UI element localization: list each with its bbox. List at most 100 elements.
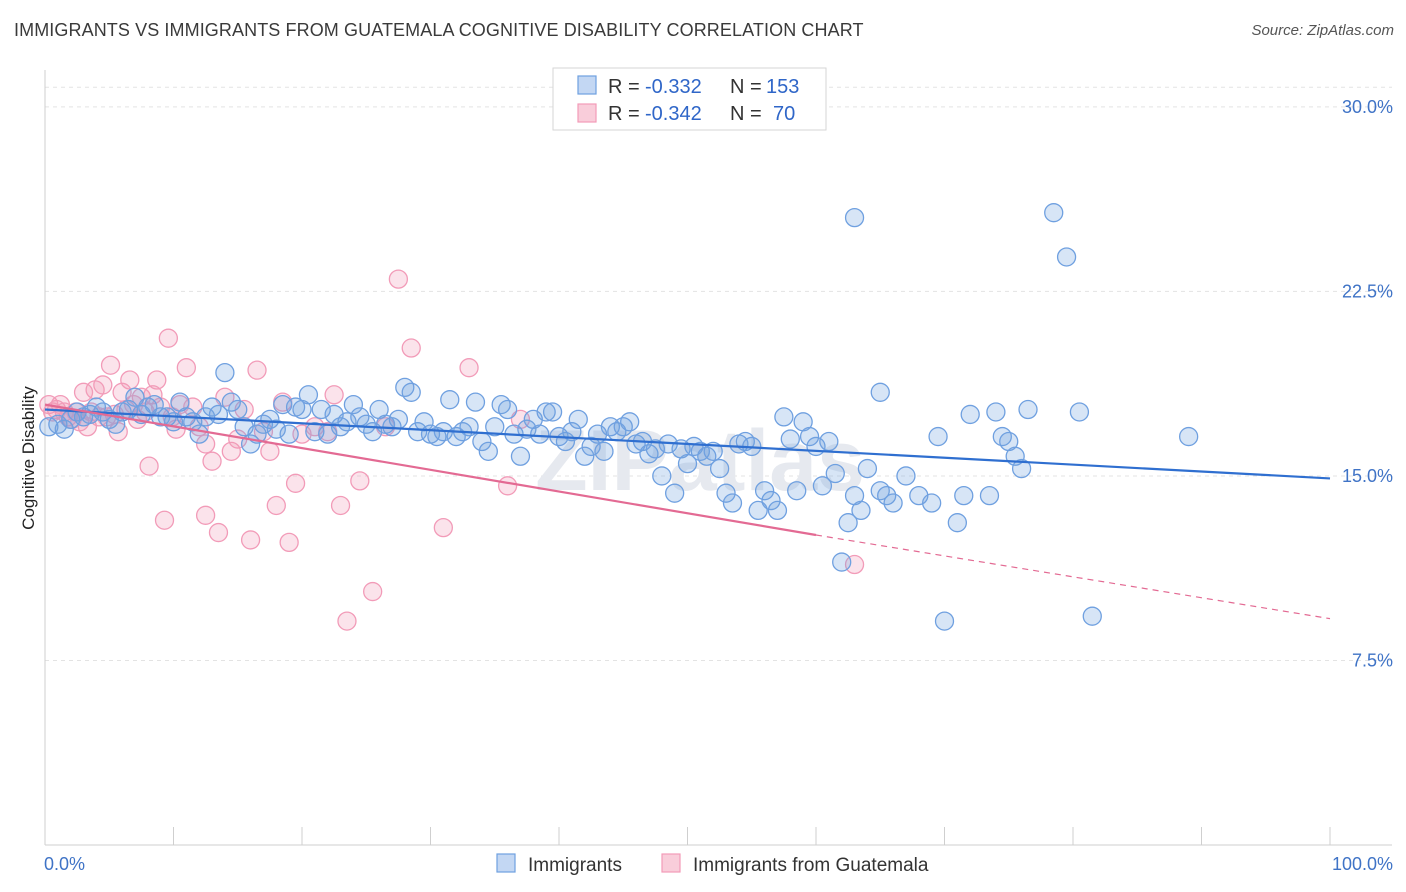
point-s0-110 xyxy=(748,500,768,521)
point-s1-66 xyxy=(497,476,518,496)
point-s1-16 xyxy=(100,355,121,375)
point-s0-118 xyxy=(799,426,820,447)
trend-layer xyxy=(44,403,1331,620)
legend-r-value-1: -0.332 xyxy=(645,76,702,98)
point-s0-131 xyxy=(896,466,916,486)
point-s0-133 xyxy=(922,493,942,513)
legend-bottom-label-guatemala: Immigrants from Guatemala xyxy=(693,855,929,876)
point-s0-95 xyxy=(652,466,672,486)
point-s0-152 xyxy=(1179,426,1199,447)
point-s0-136 xyxy=(947,513,967,533)
point-s0-126 xyxy=(851,500,871,521)
point-s0-146 xyxy=(1044,203,1064,223)
point-s0-113 xyxy=(767,500,788,521)
y-tick-label-0: 7.5% xyxy=(1352,650,1393,670)
y-tick-label-1: 15.0% xyxy=(1342,466,1393,486)
point-s0-145 xyxy=(1018,399,1038,420)
point-s0-82 xyxy=(568,409,588,430)
point-s1-60 xyxy=(363,581,383,602)
y-tick-label-2: 22.5% xyxy=(1342,281,1393,301)
point-s0-148 xyxy=(1069,402,1090,422)
point-s0-130 xyxy=(883,493,903,513)
point-s1-68 xyxy=(195,505,216,525)
grid-lines xyxy=(45,86,1392,661)
chart-source: Source: ZipAtlas.com xyxy=(1251,22,1394,39)
trend-line-1 xyxy=(44,403,817,537)
point-s0-69 xyxy=(485,417,505,437)
legend-n-label-2: N = xyxy=(730,103,762,125)
legend-r-value-2: -0.342 xyxy=(645,103,702,125)
point-s0-47 xyxy=(343,394,364,415)
point-s0-40 xyxy=(298,385,319,405)
point-s0-25 xyxy=(202,397,222,417)
x-tick-label-0: 0.0% xyxy=(44,854,85,874)
point-s0-62 xyxy=(440,390,460,410)
point-s1-45 xyxy=(240,530,261,550)
point-s0-81 xyxy=(562,422,582,442)
point-s0-90 xyxy=(620,412,640,432)
point-s1-52 xyxy=(285,473,306,493)
point-s1-28 xyxy=(147,370,167,390)
point-s1-31 xyxy=(158,328,179,348)
y-axis-title: Cognitive Disability xyxy=(19,386,38,530)
point-s1-42 xyxy=(221,441,241,461)
legend-bottom-label-immigrants: Immigrants xyxy=(528,855,622,876)
point-s0-123 xyxy=(832,552,852,572)
point-s0-115 xyxy=(780,429,800,449)
point-s0-71 xyxy=(497,399,518,420)
point-s0-99 xyxy=(677,454,698,474)
point-s0-68 xyxy=(478,441,498,461)
point-s1-46 xyxy=(247,360,267,380)
legend-stats: R = -0.332 N = 153 R = -0.342 N = 70 xyxy=(552,67,827,131)
point-s0-23 xyxy=(189,424,209,444)
point-s1-9 xyxy=(73,382,94,402)
point-s0-27 xyxy=(215,362,235,383)
point-s0-149 xyxy=(1082,606,1102,626)
point-s0-105 xyxy=(716,483,736,503)
point-s0-2 xyxy=(54,419,74,439)
y-tick-label-3: 30.0% xyxy=(1342,97,1393,117)
point-s0-37 xyxy=(279,424,299,444)
point-s1-62 xyxy=(388,269,409,289)
point-s0-106 xyxy=(722,493,743,513)
point-s1-63 xyxy=(401,338,421,358)
point-s0-103 xyxy=(703,441,723,461)
point-s1-59 xyxy=(350,471,370,491)
point-s0-121 xyxy=(819,431,839,452)
point-s0-151 xyxy=(870,382,890,402)
point-s0-10 xyxy=(106,414,126,434)
point-s0-144 xyxy=(1011,458,1032,479)
point-s0-86 xyxy=(594,441,614,461)
point-s0-78 xyxy=(542,402,563,422)
point-s0-114 xyxy=(774,407,794,427)
point-s0-134 xyxy=(928,426,948,447)
legend-n-value-1: 153 xyxy=(766,76,799,98)
point-s0-116 xyxy=(787,481,807,501)
x-tick-label-1: 100.0% xyxy=(1332,854,1393,874)
legend-series: Immigrants Immigrants from Guatemala xyxy=(496,853,929,876)
point-s0-140 xyxy=(986,402,1006,422)
trend-line-0 xyxy=(44,408,1331,480)
point-s1-56 xyxy=(324,385,344,405)
series-0 xyxy=(39,203,1199,631)
point-s1-64 xyxy=(433,517,454,538)
point-s0-77 xyxy=(536,402,556,422)
legend-stats-box xyxy=(552,67,827,131)
point-s0-135 xyxy=(934,611,955,631)
point-s1-40 xyxy=(208,522,229,543)
point-s0-76 xyxy=(530,424,550,444)
point-s0-150 xyxy=(844,207,865,228)
point-s0-13 xyxy=(125,387,145,407)
point-s0-122 xyxy=(825,463,845,484)
legend-swatch-immigrants xyxy=(577,75,597,95)
point-s0-97 xyxy=(665,483,685,503)
point-s1-51 xyxy=(279,532,299,553)
point-s0-120 xyxy=(812,476,833,496)
point-s1-26 xyxy=(139,456,159,476)
point-s0-129 xyxy=(877,485,897,506)
point-s1-35 xyxy=(176,358,197,378)
axes xyxy=(44,70,1392,846)
point-s1-65 xyxy=(459,358,479,378)
point-s1-30 xyxy=(154,510,175,530)
